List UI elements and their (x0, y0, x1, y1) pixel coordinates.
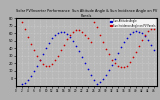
Point (117, 52, 119, 54)
Point (120, 66, 122, 68)
Point (69, 34, 71, 35)
Point (135, 51, 137, 53)
Point (45, 47, 47, 49)
Point (87, 38, 89, 39)
Legend: Sun Altitude Angle, Sun Incidence Angle on PV Panels: Sun Altitude Angle, Sun Incidence Angle … (110, 18, 156, 28)
Point (21, 21, 23, 23)
Point (111, 59, 113, 60)
Point (144, 34, 146, 35)
Point (123, 41, 125, 43)
Point (114, 58, 116, 60)
Point (42, 63, 44, 65)
Point (84, 62, 86, 64)
Point (111, 64, 113, 66)
Point (36, 55, 38, 57)
Point (54, 35, 56, 36)
Point (105, 75, 107, 76)
Point (144, 35, 146, 37)
Point (147, 39, 149, 41)
Point (114, 62, 116, 64)
Point (132, 31, 134, 32)
Point (108, 54, 110, 55)
Point (120, 47, 122, 48)
Point (24, 82, 26, 84)
Point (75, 29, 77, 31)
Point (30, 43, 32, 44)
Point (51, 38, 53, 39)
Point (51, 63, 53, 65)
Point (63, 32, 65, 33)
Point (117, 66, 119, 67)
Point (54, 60, 56, 61)
Point (57, 32, 59, 34)
Point (96, 26, 98, 28)
Point (90, 74, 92, 76)
Point (27, 79, 29, 81)
Title: Solar PV/Inverter Performance  Sun Altitude Angle & Sun Incidence Angle on PV Pa: Solar PV/Inverter Performance Sun Altitu… (16, 9, 157, 18)
Point (72, 40, 74, 42)
Point (72, 31, 74, 32)
Point (21, 84, 23, 85)
Point (39, 60, 41, 61)
Point (78, 50, 80, 52)
Point (128, 33, 131, 35)
Point (75, 45, 77, 47)
Point (27, 36, 29, 38)
Point (84, 34, 86, 35)
Point (126, 65, 128, 66)
Point (140, 32, 143, 34)
Point (108, 69, 110, 71)
Point (33, 70, 35, 72)
Point (30, 75, 32, 77)
Point (66, 38, 68, 40)
Point (48, 42, 50, 44)
Point (66, 33, 68, 35)
Point (36, 65, 38, 66)
Point (147, 30, 149, 32)
Point (102, 41, 104, 43)
Point (132, 56, 134, 58)
Point (42, 53, 44, 54)
Point (152, 28, 155, 29)
Point (39, 59, 41, 60)
Point (99, 81, 101, 83)
Point (78, 29, 80, 31)
Point (135, 30, 137, 32)
Point (93, 21, 95, 23)
Point (45, 65, 47, 66)
Point (87, 69, 89, 70)
Point (33, 49, 35, 50)
Point (123, 66, 125, 68)
Point (57, 55, 59, 57)
Point (90, 41, 92, 43)
Point (60, 50, 62, 51)
Point (150, 44, 152, 46)
Point (102, 78, 104, 80)
Point (63, 44, 65, 46)
Point (96, 83, 98, 84)
Point (48, 65, 50, 66)
Point (69, 36, 71, 38)
Point (81, 56, 83, 58)
Point (138, 45, 140, 47)
Point (140, 39, 143, 41)
Point (138, 31, 140, 32)
Point (126, 37, 128, 38)
Point (24, 28, 26, 30)
Point (60, 32, 62, 33)
Point (93, 79, 95, 81)
Point (99, 34, 101, 35)
Point (81, 31, 83, 32)
Point (150, 28, 152, 29)
Point (152, 50, 155, 51)
Point (105, 48, 107, 50)
Point (128, 61, 131, 63)
